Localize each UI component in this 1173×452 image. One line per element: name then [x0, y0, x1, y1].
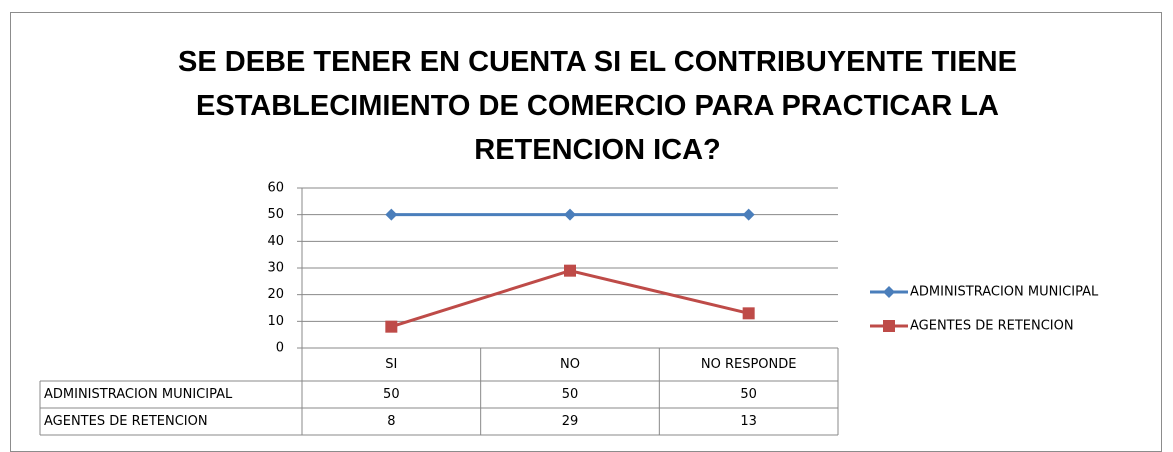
x-tick-label: NO RESPONDE [701, 357, 797, 372]
legend-label: AGENTES DE RETENCION [910, 319, 1074, 334]
point [385, 320, 398, 333]
y-tick-label: 50 [267, 207, 284, 222]
y-tick-label: 40 [267, 234, 284, 249]
chart-title: SE DEBE TENER EN CUENTA SI EL CONTRIBUYE… [178, 46, 1017, 166]
y-tick-label: 30 [267, 261, 284, 276]
legend-label: ADMINISTRACION MUNICIPAL [910, 285, 1099, 300]
table-row-label: AGENTES DE RETENCION [44, 414, 208, 429]
point [385, 208, 398, 221]
table-cell: 50 [740, 387, 757, 402]
table-cell: 50 [562, 387, 579, 402]
point [564, 264, 576, 277]
point [564, 208, 576, 221]
table-row-label: ADMINISTRACION MUNICIPAL [44, 387, 233, 402]
x-tick-label: SI [385, 357, 397, 372]
y-tick-label: 20 [267, 287, 284, 302]
table-cell: 50 [383, 387, 400, 402]
table-cell: 8 [387, 414, 395, 429]
y-tick-label: 60 [267, 181, 284, 196]
table-cell: 29 [562, 414, 579, 429]
x-tick-label: NO [560, 357, 580, 372]
table-cell: 13 [740, 414, 757, 429]
y-tick-label: 0 [276, 341, 284, 356]
point [742, 208, 755, 221]
series-line [390, 269, 750, 329]
legend-marker [883, 320, 895, 332]
point [742, 307, 755, 320]
legend-marker [883, 286, 895, 298]
y-tick-label: 10 [267, 314, 284, 329]
